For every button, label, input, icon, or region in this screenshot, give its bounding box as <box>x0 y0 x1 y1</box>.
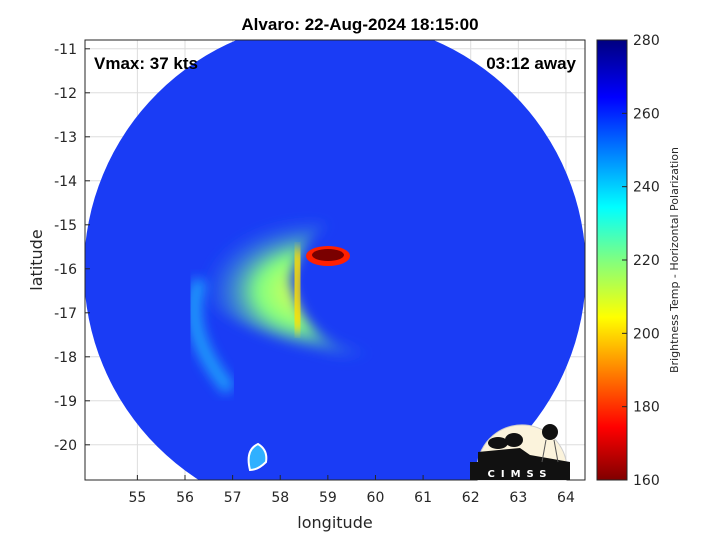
y-tick-label: -16 <box>54 262 77 278</box>
y-tick-label: -20 <box>54 438 77 454</box>
x-axis-label: longitude <box>297 513 372 532</box>
colorbar-tick-label: 220 <box>633 253 660 269</box>
colorbar-tick-label: 200 <box>633 326 660 342</box>
y-tick-label: -15 <box>54 218 77 234</box>
colorbar-tick-label: 160 <box>633 473 660 489</box>
x-tick-label: 63 <box>509 490 527 506</box>
colorbar-tick-label: 280 <box>633 33 660 49</box>
colorbar-tick-label: 180 <box>633 400 660 416</box>
svg-text:CIMSS: CIMSS <box>488 469 553 480</box>
y-tick-label: -17 <box>54 306 77 322</box>
x-tick-label: 62 <box>462 490 480 506</box>
x-tick-label: 58 <box>271 490 289 506</box>
colorbar-label: Brightness Temp - Horizontal Polarizatio… <box>668 147 681 373</box>
colorbar-tick-label: 260 <box>633 106 660 122</box>
axes-box <box>84 39 586 481</box>
y-tick-label: -14 <box>54 174 77 190</box>
x-tick-label: 60 <box>367 490 385 506</box>
vmax-label: Vmax: 37 kts <box>94 54 198 73</box>
chart-title: Alvaro: 22-Aug-2024 18:15:00 <box>241 15 478 34</box>
x-tick-label: 55 <box>128 490 146 506</box>
y-tick-label: -13 <box>54 130 77 146</box>
y-tick-label: -19 <box>54 394 77 410</box>
cimss-logo: CIMSS <box>470 424 570 481</box>
brightness-temp-image <box>85 40 585 480</box>
time-offset-label: 03:12 away <box>486 54 576 73</box>
x-tick-label: 61 <box>414 490 432 506</box>
y-axis-label: latitude <box>27 229 46 290</box>
y-tick-label: -11 <box>54 42 77 58</box>
y-tick-label: -12 <box>54 86 77 102</box>
x-tick-label: 59 <box>319 490 337 506</box>
colorbar-tick-label: 240 <box>633 180 660 196</box>
x-tick-label: 57 <box>224 490 242 506</box>
y-tick-label: -18 <box>54 350 77 366</box>
x-tick-label: 64 <box>557 490 575 506</box>
x-tick-label: 56 <box>176 490 194 506</box>
